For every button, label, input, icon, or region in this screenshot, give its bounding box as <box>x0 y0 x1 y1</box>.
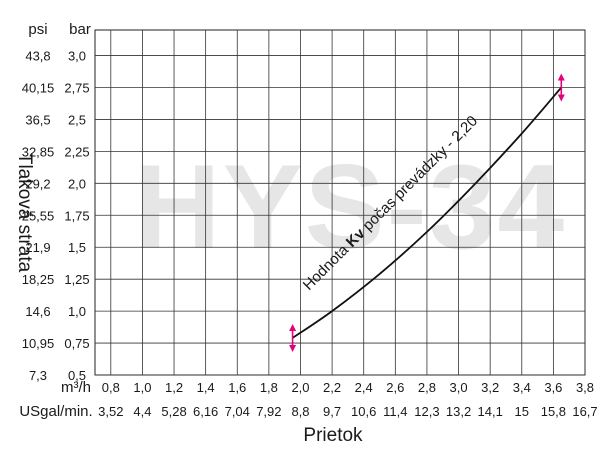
y-tick-label-bar: 3,0 <box>68 49 86 64</box>
x-tick-label-m3h: 3,6 <box>544 380 562 395</box>
x-tick-label-m3h: 1,6 <box>228 380 246 395</box>
x-tick-label-usgal: 16,7 <box>572 404 597 419</box>
y-tick-label-bar: 0,5 <box>68 368 86 383</box>
x-tick-label-usgal: 5,28 <box>161 404 186 419</box>
y-axis-title: Tlaková strata <box>14 153 35 273</box>
x-tick-label-usgal: 11,4 <box>383 404 407 419</box>
y-tick-label-bar: 0,75 <box>64 336 89 351</box>
range-marker-arrow-down <box>557 94 565 102</box>
x-tick-label-m3h: 3,0 <box>450 380 468 395</box>
x-tick-label-m3h: 2,0 <box>291 380 309 395</box>
y-unit-bar: bar <box>69 21 91 38</box>
x-unit-usgal: USgal/min. <box>19 403 92 420</box>
y-tick-label-bar: 1,0 <box>68 304 86 319</box>
x-tick-label-usgal: 13,2 <box>446 404 471 419</box>
y-tick-label-psi: 29,2 <box>25 176 50 191</box>
y-tick-label-bar: 1,75 <box>64 208 89 223</box>
series-line <box>292 86 562 339</box>
y-tick-label-bar: 2,0 <box>68 176 86 191</box>
x-tick-label-usgal: 9,7 <box>323 404 341 419</box>
grid <box>94 29 586 376</box>
x-tick-label-m3h: 1,4 <box>197 380 215 395</box>
x-tick-label-m3h: 3,4 <box>513 380 531 395</box>
y-tick-label-psi: 43,8 <box>25 49 50 64</box>
y-tick-label-psi: 21,9 <box>25 240 50 255</box>
x-tick-label-usgal: 8,8 <box>291 404 309 419</box>
y-tick-label-bar: 2,75 <box>64 81 89 96</box>
range-marker-1 <box>289 323 297 352</box>
x-tick-label-usgal: 14,1 <box>478 404 503 419</box>
x-axis-title: Prietok <box>303 425 363 446</box>
x-unit-m3h: m³/h <box>61 379 91 396</box>
y-tick-label-bar: 2,5 <box>68 112 86 127</box>
y-unit-psi: psi <box>28 21 47 38</box>
y-tick-label-psi: 25,55 <box>22 208 55 223</box>
range-marker-arrow-up <box>557 73 565 81</box>
x-tick-label-usgal: 7,04 <box>225 404 250 419</box>
x-tick-label-usgal: 15,8 <box>541 404 566 419</box>
y-tick-label-psi: 7,3 <box>29 368 47 383</box>
y-tick-label-psi: 40,15 <box>22 81 55 96</box>
x-tick-label-m3h: 2,4 <box>355 380 373 395</box>
y-tick-label-psi: 14,6 <box>25 304 50 319</box>
range-marker-arrow-up <box>289 323 297 331</box>
x-tick-label-m3h: 1,0 <box>133 380 151 395</box>
x-tick-label-usgal: 3,52 <box>98 404 123 419</box>
y-tick-label-bar: 2,25 <box>64 144 89 159</box>
x-tick-label-m3h: 2,6 <box>386 380 404 395</box>
y-tick-label-psi: 32,85 <box>22 144 55 159</box>
range-marker-2 <box>557 73 565 102</box>
x-tick-label-usgal: 7,92 <box>256 404 281 419</box>
x-tick-label-m3h: 3,8 <box>576 380 594 395</box>
y-tick-label-bar: 1,5 <box>68 240 86 255</box>
x-tick-label-usgal: 6,16 <box>193 404 218 419</box>
y-tick-label-psi: 18,25 <box>22 272 55 287</box>
x-tick-label-m3h: 2,2 <box>323 380 341 395</box>
y-tick-label-psi: 10,95 <box>22 336 55 351</box>
range-marker-arrow-down <box>289 344 297 352</box>
x-tick-label-m3h: 1,2 <box>165 380 183 395</box>
x-tick-label-usgal: 15 <box>515 404 529 419</box>
x-tick-label-m3h: 1,8 <box>260 380 278 395</box>
x-tick-label-usgal: 12,3 <box>414 404 439 419</box>
x-tick-label-usgal: 4,4 <box>133 404 151 419</box>
x-tick-label-m3h: 3,2 <box>481 380 499 395</box>
y-tick-label-psi: 36,5 <box>25 112 50 127</box>
x-tick-label-m3h: 0,8 <box>102 380 120 395</box>
x-tick-label-usgal: 10,6 <box>351 404 376 419</box>
x-tick-label-m3h: 2,8 <box>418 380 436 395</box>
y-tick-label-bar: 1,25 <box>64 272 89 287</box>
